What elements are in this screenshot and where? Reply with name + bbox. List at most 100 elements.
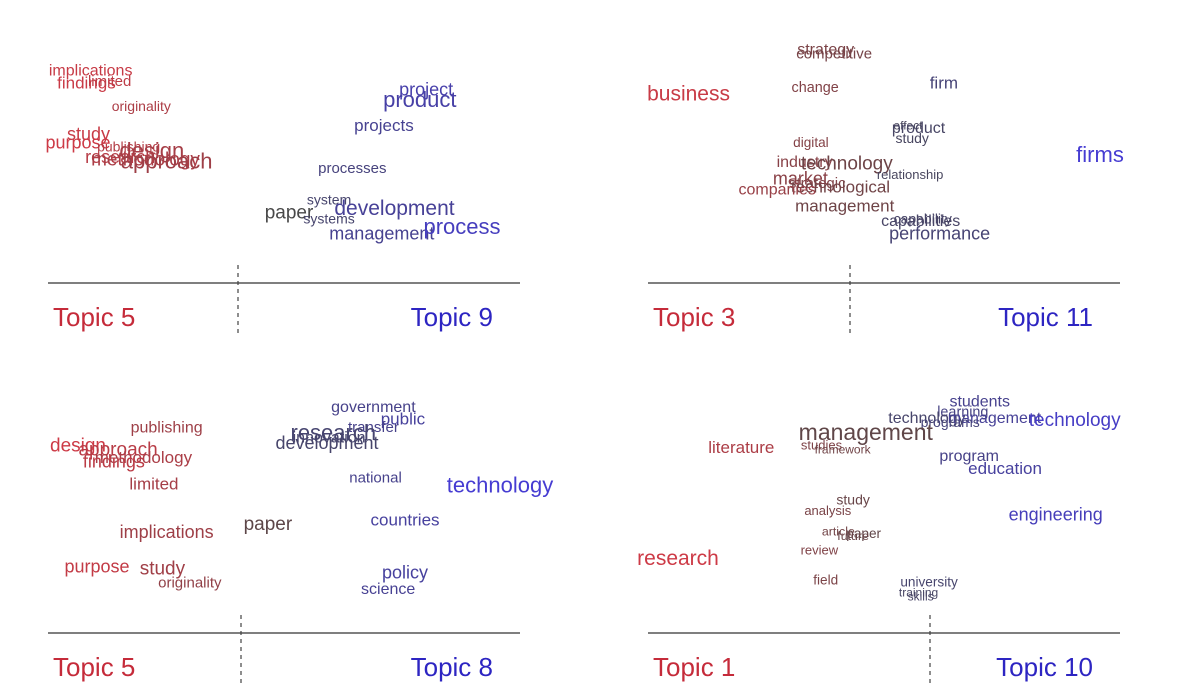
word-label: science — [361, 581, 415, 598]
word-label: processes — [318, 160, 386, 177]
word-label: implications — [120, 522, 214, 542]
word-label: purpose — [64, 556, 129, 576]
word-label: research — [291, 420, 377, 445]
word-label: education — [968, 459, 1042, 478]
panel-4: Topic 1 Topic 10studentslearningtechnolog… — [637, 393, 1121, 684]
word-label: product — [383, 87, 456, 112]
word-label: performance — [889, 223, 990, 243]
word-label: originality — [158, 575, 222, 592]
word-label: literature — [708, 438, 774, 457]
word-label: national — [349, 470, 402, 487]
word-label: innovation — [293, 430, 366, 447]
left-topic-label: Topic 3 — [653, 302, 735, 332]
left-topic-label: Topic 1 — [653, 652, 735, 682]
word-label: business — [647, 82, 730, 105]
word-label: limited — [88, 73, 131, 90]
panel-1: Topic 5 Topic 9 implicationsfindingslimite… — [45, 63, 520, 334]
right-topic-label: Topic 9 — [411, 302, 493, 332]
word-label: management — [948, 410, 1042, 427]
word-label: program — [939, 448, 999, 465]
word-label: design — [119, 138, 184, 163]
word-label: countries — [371, 511, 440, 530]
word-label: findings — [57, 74, 116, 93]
right-topic-label: Topic 8 — [411, 652, 493, 682]
word-label: analysis — [804, 503, 851, 518]
word-label: policy — [382, 562, 428, 582]
word-label: framework — [815, 443, 872, 457]
word-label: training — [899, 585, 938, 599]
word-label: future — [837, 529, 869, 543]
word-label: methodology — [91, 149, 200, 170]
word-label: review — [801, 543, 839, 558]
word-label: process — [423, 214, 500, 239]
word-label: transfer — [348, 419, 399, 436]
word-label: limited — [129, 474, 178, 493]
word-label: change — [792, 80, 839, 96]
word-label: effect — [893, 119, 923, 133]
word-label: purpose — [45, 132, 110, 152]
word-label: technological — [791, 178, 890, 197]
word-label: industry — [777, 154, 833, 171]
word-label: public — [381, 410, 426, 429]
word-label: competitive — [796, 45, 872, 62]
word-label: research — [637, 547, 719, 570]
word-label: university — [900, 574, 958, 589]
left-topic-label: Topic 5 — [53, 302, 135, 332]
word-label: programs — [921, 414, 980, 430]
word-label: publishing — [97, 138, 160, 154]
word-label: technology — [801, 154, 893, 175]
word-label: market — [773, 168, 828, 188]
word-label: originality — [112, 98, 171, 114]
word-label: relationship — [877, 167, 944, 182]
word-label: study — [895, 130, 928, 146]
word-label: learning — [937, 404, 988, 420]
word-label: students — [949, 393, 1009, 410]
word-label: management — [329, 223, 434, 243]
word-label: capability — [894, 211, 952, 227]
word-label: article — [822, 525, 855, 539]
word-label: implications — [49, 63, 133, 80]
word-label: firm — [930, 74, 958, 93]
word-label: study — [67, 124, 110, 144]
word-label: skills — [908, 590, 934, 604]
word-label: technology — [447, 473, 553, 498]
word-label: studies — [801, 438, 843, 453]
word-label: approach — [78, 439, 157, 460]
word-label: systems — [303, 211, 354, 227]
right-topic-label: Topic 10 — [996, 652, 1093, 682]
word-label: paper — [265, 202, 314, 223]
word-label: findings — [83, 451, 145, 471]
word-label: system — [307, 191, 351, 207]
word-label: study — [140, 559, 186, 580]
word-label: paper — [244, 514, 293, 535]
word-label: digital — [793, 135, 829, 150]
word-label: study — [836, 492, 869, 508]
word-label: technology — [1029, 410, 1121, 431]
word-label: strategy — [797, 41, 854, 58]
word-label: management — [795, 197, 895, 216]
word-label: design — [50, 435, 106, 456]
word-label: publishing — [131, 419, 203, 436]
word-label: project — [399, 79, 453, 99]
word-label: development — [334, 197, 454, 220]
word-label: management — [799, 419, 934, 445]
word-label: field — [813, 572, 838, 587]
word-label: development — [275, 433, 378, 453]
word-label: government — [331, 399, 416, 416]
word-label: firms — [1076, 142, 1124, 167]
word-label: research — [85, 147, 155, 167]
word-label: technology — [888, 410, 965, 427]
right-topic-label: Topic 11 — [998, 302, 1093, 332]
word-label: projects — [354, 116, 414, 135]
word-label: engineering — [1009, 504, 1103, 524]
word-label: companies — [738, 181, 815, 198]
word-label: approach — [121, 148, 213, 173]
word-label: capabilities — [881, 213, 960, 230]
left-topic-label: Topic 5 — [53, 652, 135, 682]
word-label: paper — [846, 526, 881, 541]
word-label: strategic — [789, 175, 846, 192]
word-label: methodology — [95, 448, 193, 467]
